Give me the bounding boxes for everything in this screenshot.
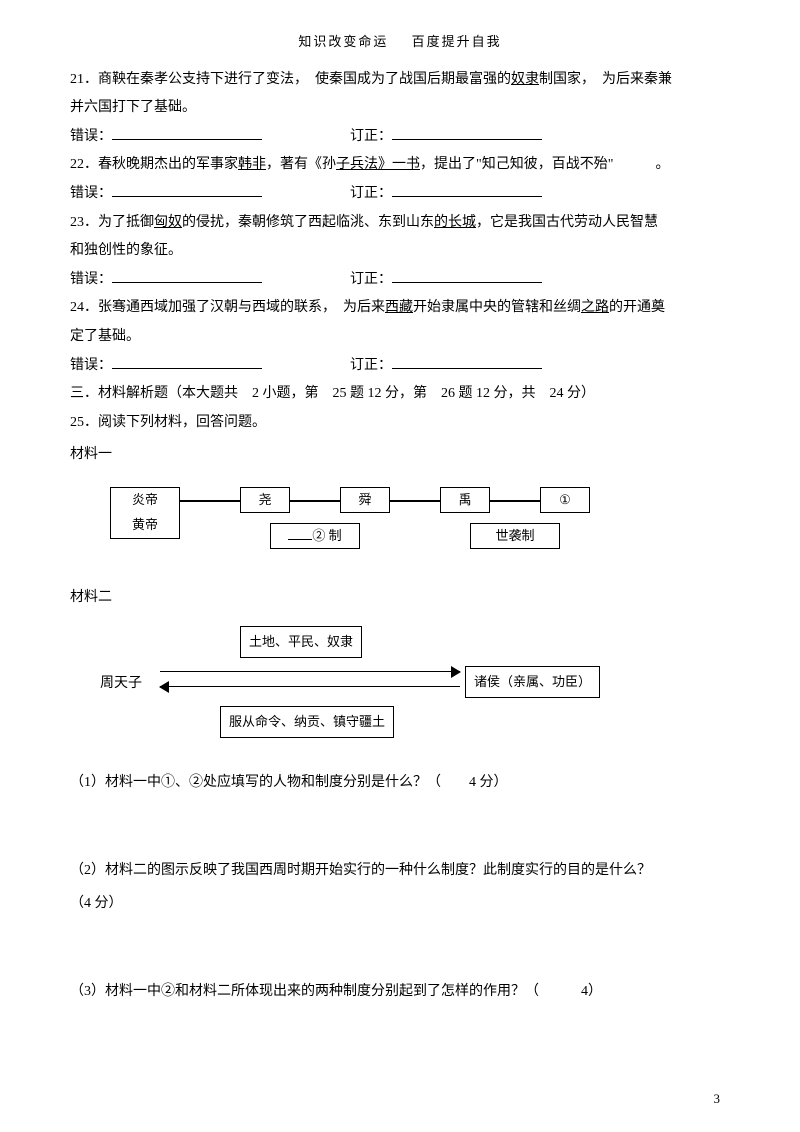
d1-box6-suffix: 制 xyxy=(329,528,342,543)
sub-q2b: （4 分） xyxy=(70,891,730,918)
q22-correction: 错误： 订正： xyxy=(70,181,730,208)
q21-t3: 制国家， xyxy=(539,72,588,87)
q24-num: 24． xyxy=(70,300,98,315)
d2-bottombox: 服从命令、纳贡、镇守疆土 xyxy=(220,706,394,739)
q24-t2: 为后来 xyxy=(343,300,385,315)
q23-t2: 的侵扰，秦朝修筑了西起临洮、东到山东 xyxy=(182,215,434,230)
fix-label: 订正： xyxy=(350,129,392,144)
blank xyxy=(392,269,542,283)
q21-t1: 商鞅在秦孝公支持下进行了变法， xyxy=(98,72,301,87)
material1-label: 材料一 xyxy=(70,442,730,469)
d2-topbox: 土地、平民、奴隶 xyxy=(240,626,362,659)
d1-box1a: 炎帝 xyxy=(111,488,179,513)
q23-correction: 错误： 订正： xyxy=(70,267,730,294)
q24-line2: 定了基础。 xyxy=(70,324,730,351)
blank xyxy=(392,126,542,140)
q22-t4: 。 xyxy=(655,157,669,172)
header-part1: 知识改变命运 xyxy=(298,34,388,49)
q23-t3: ，它是我国古代劳动人民智慧 xyxy=(476,215,658,230)
q25: 25．阅读下列材料，回答问题。 xyxy=(70,410,730,437)
q24-correction: 错误： 订正： xyxy=(70,353,730,380)
d1-box2: 尧 xyxy=(240,487,290,513)
blank xyxy=(112,126,262,140)
blank xyxy=(392,183,542,197)
q21-correction: 错误： 订正： xyxy=(70,124,730,151)
sub-q1: （1）材料一中①、②处应填写的人物和制度分别是什么？（ 4 分） xyxy=(70,770,730,797)
d1-box1b: 黄帝 xyxy=(111,513,179,538)
blank xyxy=(112,269,262,283)
q21-u1: 奴隶 xyxy=(511,72,539,87)
page-number: 3 xyxy=(714,1087,721,1112)
d1-line3 xyxy=(390,500,440,502)
q22: 22．春秋晚期杰出的军事家韩非，著有《孙子兵法》一书，提出了"知己知彼，百战不殆… xyxy=(70,152,730,179)
blank xyxy=(392,355,542,369)
q23-u1: 匈奴 xyxy=(154,215,182,230)
sub-q3: （3）材料一中②和材料二所体现出来的两种制度分别起到了怎样的作用？（ 4） xyxy=(70,979,730,1006)
q21-line2: 并六国打下了基础。 xyxy=(70,95,730,122)
fix-label: 订正： xyxy=(350,186,392,201)
d2-left: 周天子 xyxy=(100,671,142,698)
q22-u2: 子兵法》一书 xyxy=(336,157,420,172)
err-label: 错误： xyxy=(70,186,112,201)
q21-num: 21． xyxy=(70,72,98,87)
q24-t1: 张骞通西域加强了汉朝与西域的联系， xyxy=(98,300,329,315)
fix-label: 订正： xyxy=(350,272,392,287)
material2-label: 材料二 xyxy=(70,585,730,612)
d1-box7: 世袭制 xyxy=(470,523,560,549)
d2-arrow-left xyxy=(160,686,460,688)
err-label: 错误： xyxy=(70,129,112,144)
q24-t3: 开始隶属中央的管辖和丝绸 xyxy=(413,300,581,315)
q21-t2: 使秦国成为了战国后期最富强的 xyxy=(315,72,511,87)
d2-arrow-right xyxy=(160,671,460,673)
q21-t4: 为后来秦兼 xyxy=(602,72,672,87)
q22-num: 22． xyxy=(70,157,98,172)
blank xyxy=(112,183,262,197)
q23-line1: 23．为了抵御匈奴的侵扰，秦朝修筑了西起临洮、东到山东的长城，它是我国古代劳动人… xyxy=(70,210,730,237)
page-header: 知识改变命运 百度提升自我 xyxy=(70,30,730,55)
q23-t1: 为了抵御 xyxy=(98,215,154,230)
d1-line2 xyxy=(290,500,340,502)
q22-t2: ，著有《孙 xyxy=(266,157,336,172)
d1-box6-blank xyxy=(288,528,312,540)
fix-label: 订正： xyxy=(350,358,392,373)
q24-u2: 之路 xyxy=(581,300,609,315)
d1-box4: 禹 xyxy=(440,487,490,513)
q22-t3: ，提出了"知己知彼，百战不殆" xyxy=(420,157,613,172)
section3-title: 三．材料解析题（本大题共 2 小题，第 25 题 12 分，第 26 题 12 … xyxy=(70,381,730,408)
q24-t4: 的开通奠 xyxy=(609,300,665,315)
err-label: 错误： xyxy=(70,358,112,373)
q24-u1: 西藏 xyxy=(385,300,413,315)
err-label: 错误： xyxy=(70,272,112,287)
d1-line4 xyxy=(490,500,540,502)
d1-box3: 舜 xyxy=(340,487,390,513)
diagram2: 土地、平民、奴隶 周天子 诸侯（亲属、功臣） 服从命令、纳贡、镇守疆土 xyxy=(70,626,730,756)
q21-line1: 21．商鞅在秦孝公支持下进行了变法， 使秦国成为了战国后期最富强的奴隶制国家， … xyxy=(70,67,730,94)
d2-rightbox: 诸侯（亲属、功臣） xyxy=(465,666,600,699)
q22-t1: 春秋晚期杰出的军事家 xyxy=(98,157,238,172)
sub-q2a: （2）材料二的图示反映了我国西周时期开始实行的一种什么制度？此制度实行的目的是什… xyxy=(70,858,730,885)
q23-num: 23． xyxy=(70,215,98,230)
q22-u1: 韩非 xyxy=(238,157,266,172)
q23-u2: 的长城 xyxy=(434,215,476,230)
d1-box5: ① xyxy=(540,487,590,513)
blank xyxy=(112,355,262,369)
d1-box6: ② 制 xyxy=(270,523,360,549)
q24-line1: 24．张骞通西域加强了汉朝与西域的联系， 为后来西藏开始隶属中央的管辖和丝绸之路… xyxy=(70,295,730,322)
d1-line1 xyxy=(180,500,240,502)
d1-box1: 炎帝 黄帝 xyxy=(110,487,180,539)
diagram1: 炎帝 黄帝 尧 舜 禹 ① ② 制 世袭制 xyxy=(110,487,730,567)
header-part2: 百度提升自我 xyxy=(412,34,502,49)
q23-line2: 和独创性的象征。 xyxy=(70,238,730,265)
